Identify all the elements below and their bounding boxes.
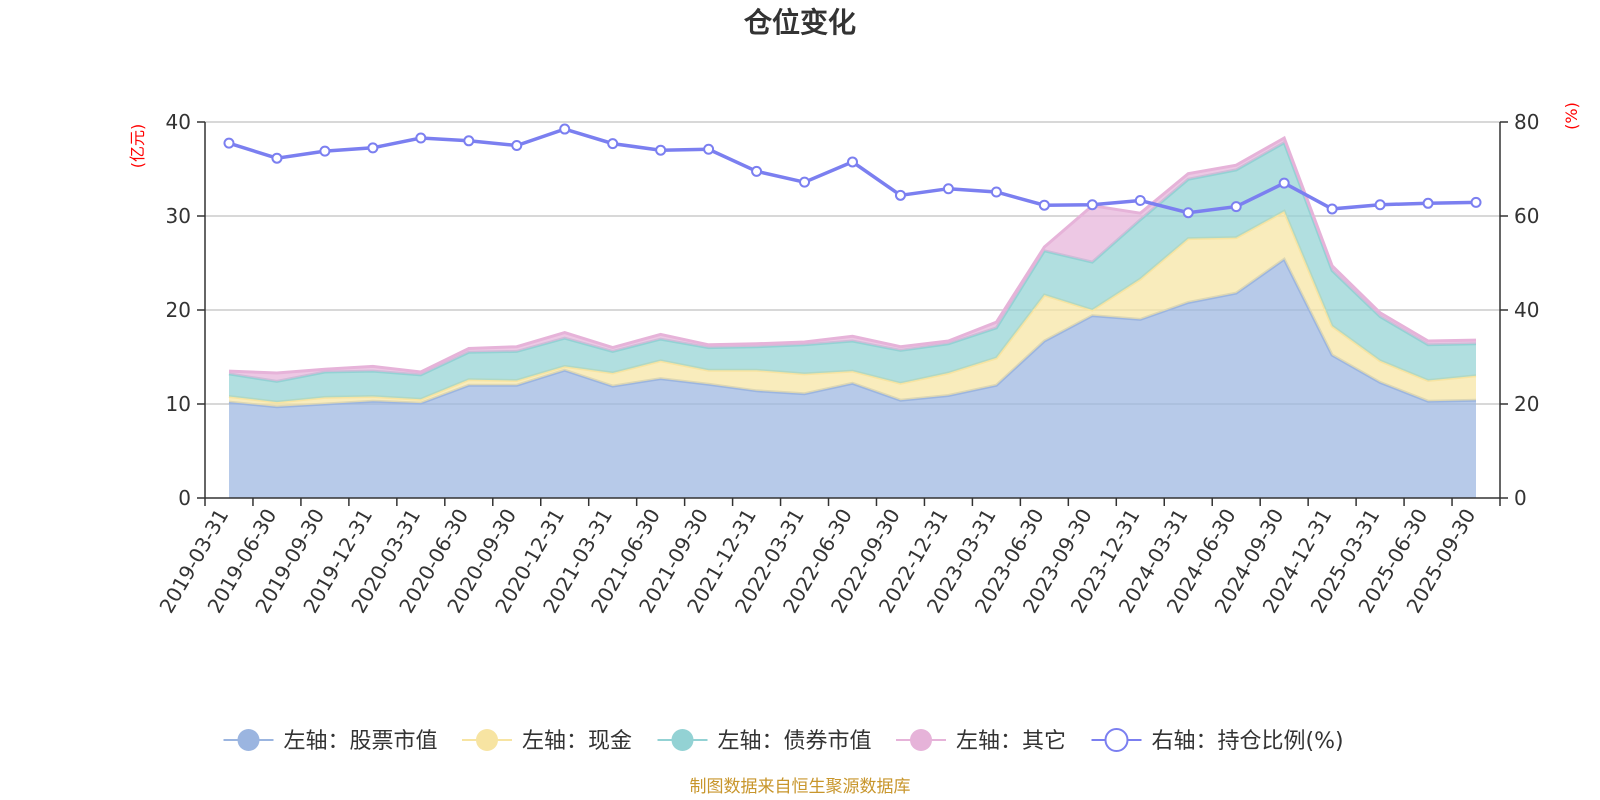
ratio-point bbox=[607, 138, 619, 150]
left-axis-tick-label: 20 bbox=[166, 298, 191, 322]
ratio-point bbox=[990, 186, 1002, 198]
ratio-point bbox=[559, 123, 571, 135]
legend-marker bbox=[237, 729, 260, 751]
right-axis-unit: (%) bbox=[1562, 102, 1581, 130]
right-axis-tick-label: 0 bbox=[1514, 486, 1527, 510]
legend-label: 右轴：持仓比例(%) bbox=[1152, 729, 1344, 754]
legend-item[interactable]: 左轴：债券市值 bbox=[657, 729, 872, 754]
legend-marker bbox=[671, 729, 694, 751]
ratio-point bbox=[703, 143, 715, 155]
ratio-point bbox=[1038, 199, 1050, 211]
area-fill bbox=[229, 259, 1476, 498]
area-top-line bbox=[228, 135, 1477, 375]
ratio-line-series bbox=[223, 123, 1482, 219]
legend-item[interactable]: 左轴：股票市值 bbox=[223, 729, 438, 754]
ratio-point bbox=[799, 176, 811, 188]
ratio-point bbox=[415, 132, 427, 144]
ratio-point bbox=[1374, 199, 1386, 211]
ratio-point bbox=[1086, 199, 1098, 211]
ratio-point bbox=[223, 137, 235, 149]
ratio-point bbox=[463, 135, 475, 147]
left-axis-tick-label: 30 bbox=[166, 204, 191, 228]
ratio-point bbox=[1326, 203, 1338, 215]
chart-title: 仓位变化 bbox=[744, 6, 856, 39]
ratio-point bbox=[1230, 201, 1242, 213]
legend-marker bbox=[1104, 728, 1129, 752]
ratio-point bbox=[1182, 207, 1194, 219]
left-axis-unit: (亿元) bbox=[128, 124, 147, 169]
ratio-point bbox=[367, 142, 379, 154]
ratio-point bbox=[894, 189, 906, 201]
ratio-point bbox=[942, 183, 954, 195]
legend-item[interactable]: 左轴：现金 bbox=[462, 729, 632, 754]
ratio-point bbox=[751, 165, 763, 177]
legend-marker bbox=[476, 729, 498, 751]
legend-label: 左轴：其它 bbox=[956, 729, 1066, 754]
ratio-point bbox=[655, 144, 667, 156]
right-axis-tick-label: 20 bbox=[1514, 392, 1539, 416]
legend-item[interactable]: 右轴：持仓比例(%) bbox=[1091, 728, 1344, 754]
ratio-point bbox=[511, 140, 523, 151]
ratio-point bbox=[847, 156, 858, 168]
data-source-note: 制图数据来自恒生聚源数据库 bbox=[690, 777, 911, 797]
legend-item[interactable]: 左轴：其它 bbox=[896, 729, 1066, 754]
ratio-point bbox=[319, 145, 331, 157]
right-axis-tick-label: 80 bbox=[1514, 110, 1539, 134]
legend: 左轴：股票市值 左轴：现金 左轴：债券市值 左轴：其它 右轴：持仓比例(%) bbox=[223, 728, 1344, 754]
stacked-areas bbox=[228, 135, 1477, 498]
right-axis-tick-label: 60 bbox=[1514, 204, 1539, 228]
left-axis-tick-label: 10 bbox=[166, 392, 191, 416]
ratio-point bbox=[271, 152, 283, 164]
legend-label: 左轴：债券市值 bbox=[718, 729, 872, 754]
ratio-point bbox=[1422, 197, 1434, 209]
legend-label: 左轴：现金 bbox=[522, 729, 632, 754]
legend-label: 左轴：股票市值 bbox=[284, 729, 438, 754]
right-axis-tick-label: 40 bbox=[1514, 298, 1539, 322]
ratio-point bbox=[1470, 196, 1482, 208]
left-axis-tick-label: 40 bbox=[166, 110, 191, 134]
ratio-point bbox=[1278, 177, 1290, 189]
left-axis-tick-label: 0 bbox=[178, 486, 191, 510]
legend-marker bbox=[910, 729, 932, 751]
area-fill bbox=[229, 138, 1476, 382]
ratio-point bbox=[1134, 194, 1146, 206]
